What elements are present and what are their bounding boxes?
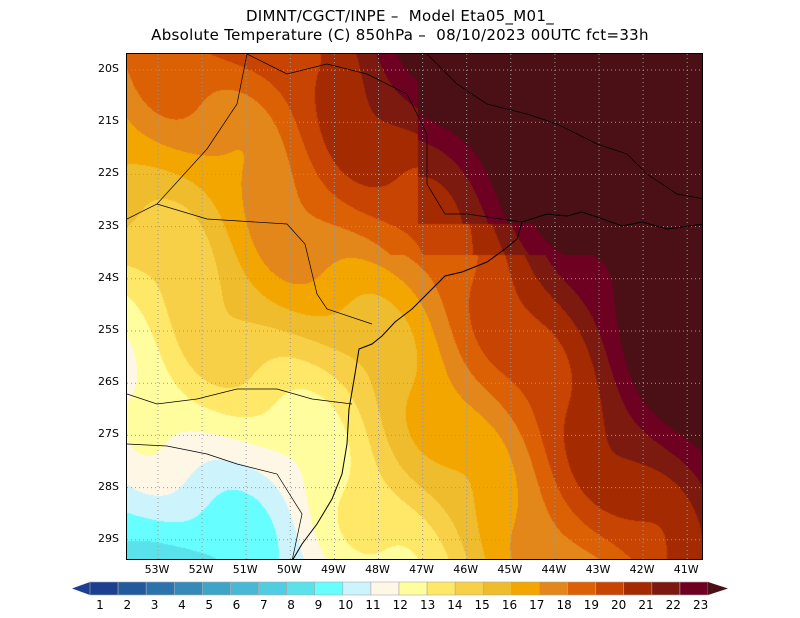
colorbar-label: 2 [123, 598, 132, 612]
colorbar-label: 1 [96, 598, 104, 612]
colorbar-swatch [342, 581, 372, 596]
colorbar-label: 19 [583, 598, 600, 612]
lat-tick-label: 26S [98, 375, 119, 389]
gridlines [127, 54, 702, 559]
lat-tick-label: 23S [98, 218, 119, 232]
colorbar-label: 7 [259, 598, 268, 612]
lat-tick-label: 27S [98, 427, 119, 441]
colorbar-swatch [426, 581, 456, 596]
colorbar-label: 4 [178, 598, 186, 612]
colorbar-label: 6 [232, 598, 241, 612]
lat-tick-label: 24S [98, 270, 119, 284]
lat-tick-label: 29S [98, 531, 119, 545]
lat-tick-label: 21S [98, 114, 119, 128]
colorbar-label: 18 [556, 598, 572, 612]
colorbar-label: 16 [501, 598, 518, 612]
colorbar-swatch [482, 581, 512, 596]
colorbar-label: 10 [338, 598, 354, 612]
colorbar-label: 15 [474, 598, 490, 612]
lon-tick-label: 43W [585, 563, 611, 576]
colorbar-swatch [679, 581, 709, 596]
colorbar-label: 3 [150, 598, 159, 612]
colorbar-swatch [145, 581, 175, 596]
lon-tick-label: 42W [629, 563, 655, 576]
lon-tick-label: 48W [365, 563, 390, 576]
colorbar-swatch [370, 581, 400, 596]
colorbar-swatch [567, 581, 596, 596]
colorbar-label: 8 [287, 598, 295, 612]
lon-tick-label: 47W [409, 563, 435, 576]
lon-tick-label: 52W [188, 563, 214, 576]
colorbar-label: 13 [419, 598, 436, 612]
lon-tick-label: 45W [497, 563, 523, 576]
colorbar-label: 11 [365, 598, 381, 612]
colorbar-swatch [89, 581, 119, 596]
colorbar-label: 17 [529, 598, 545, 612]
colorbar-swatch [286, 581, 316, 596]
colorbar-label: 9 [314, 598, 323, 612]
colorbar-swatch [511, 581, 540, 596]
state-border [127, 54, 702, 559]
figure-title-line1: DIMNT/CGCT/INPE – Model Eta05_M01_ [245, 7, 555, 25]
colorbar-label: 14 [447, 598, 463, 612]
map-overlay [127, 54, 702, 559]
lon-tick-label: 53W [144, 563, 170, 576]
colorbar-swatch [117, 581, 147, 596]
coastline [292, 211, 702, 559]
colorbar-label: 22 [665, 598, 681, 612]
colorbar-label: 23 [692, 598, 709, 612]
colorbar-swatch [454, 581, 484, 596]
colorbar-swatch [173, 581, 203, 596]
lon-tick-label: 51W [232, 563, 258, 576]
colorbar-swatch [539, 581, 568, 596]
lon-tick-label: 50W [276, 563, 302, 576]
lon-tick-label: 46W [453, 563, 479, 576]
colorbar-swatch [258, 581, 287, 596]
colorbar-swatch [595, 581, 625, 596]
colorbar-swatch [314, 581, 344, 596]
colorbar-under-arrow [72, 582, 90, 595]
colorbar-label: 12 [392, 598, 408, 612]
colorbar-swatch [623, 581, 653, 596]
colorbar-over-arrow [708, 582, 728, 595]
lon-tick-label: 49W [320, 563, 346, 576]
lon-tick-label: 41W [673, 563, 699, 576]
colorbar-label: 21 [638, 598, 654, 612]
lat-tick-label: 22S [98, 166, 119, 180]
colorbar-label: 20 [611, 598, 627, 612]
colorbar-swatch [651, 581, 681, 596]
figure-title-line2: Absolute Temperature (C) 850hPa – 08/10/… [151, 26, 649, 44]
map-plot-area [126, 53, 703, 560]
lon-tick-label: 44W [541, 563, 567, 576]
colorbar-swatch [202, 581, 231, 596]
lat-tick-label: 20S [98, 62, 119, 75]
lat-tick-label: 25S [98, 323, 119, 336]
colorbar-label: 5 [205, 598, 214, 612]
colorbar-swatch [398, 581, 428, 596]
lat-tick-label: 28S [98, 479, 119, 493]
colorbar-swatch [230, 581, 259, 596]
